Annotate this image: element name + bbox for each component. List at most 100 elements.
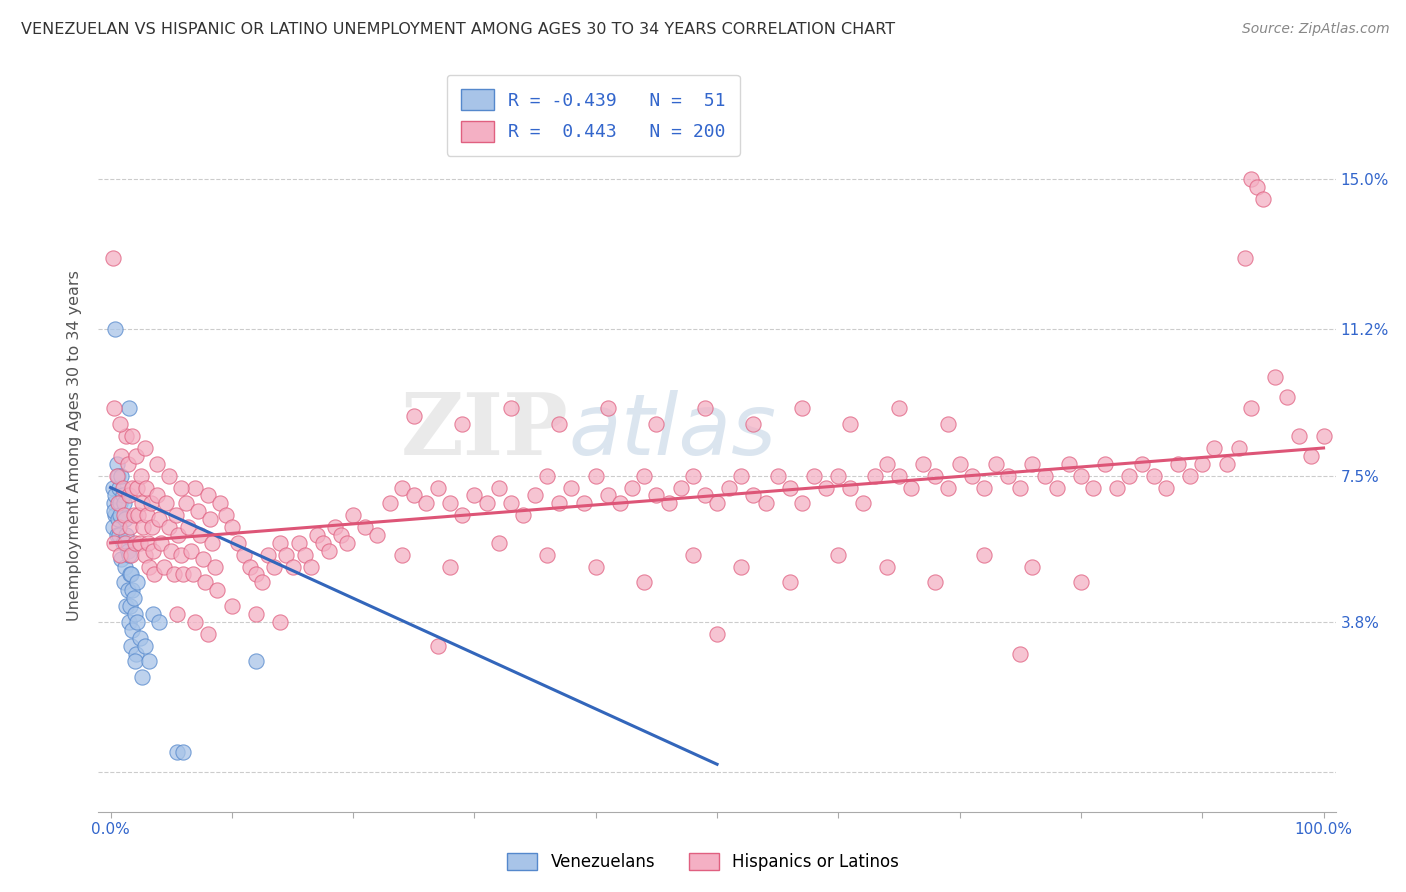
Point xyxy=(221,520,243,534)
Point xyxy=(887,468,910,483)
Point xyxy=(572,496,595,510)
Point xyxy=(488,481,510,495)
Point xyxy=(402,409,425,424)
Point xyxy=(693,488,716,502)
Point xyxy=(633,575,655,590)
Point xyxy=(112,508,135,523)
Point xyxy=(111,488,134,502)
Point xyxy=(103,401,125,416)
Point xyxy=(132,520,155,534)
Point xyxy=(1312,429,1334,443)
Point xyxy=(693,401,716,416)
Point xyxy=(839,481,862,495)
Point xyxy=(118,488,141,502)
Point xyxy=(118,520,141,534)
Point xyxy=(548,417,571,432)
Point xyxy=(560,481,582,495)
Point xyxy=(276,548,298,562)
Point xyxy=(657,496,679,510)
Point xyxy=(107,468,129,483)
Point xyxy=(194,575,217,590)
Point xyxy=(110,496,132,510)
Point xyxy=(1227,441,1250,455)
Point xyxy=(120,639,142,653)
Point xyxy=(136,508,159,523)
Point xyxy=(451,417,474,432)
Point xyxy=(204,559,226,574)
Point xyxy=(263,559,285,574)
Point xyxy=(402,488,425,502)
Point xyxy=(294,548,316,562)
Point xyxy=(475,496,498,510)
Point xyxy=(621,481,644,495)
Point xyxy=(1251,192,1274,206)
Point xyxy=(1010,481,1032,495)
Point xyxy=(1275,390,1298,404)
Point xyxy=(1264,369,1286,384)
Point xyxy=(876,457,898,471)
Point xyxy=(609,496,631,510)
Point xyxy=(131,670,153,684)
Point xyxy=(120,567,142,582)
Point xyxy=(342,508,364,523)
Point xyxy=(633,468,655,483)
Point xyxy=(125,647,148,661)
Point xyxy=(121,481,143,495)
Point xyxy=(1191,457,1213,471)
Point xyxy=(124,607,146,621)
Point xyxy=(645,488,668,502)
Point xyxy=(110,551,132,566)
Point xyxy=(645,417,668,432)
Point xyxy=(924,575,946,590)
Point xyxy=(706,627,728,641)
Point xyxy=(463,488,485,502)
Point xyxy=(148,512,170,526)
Point xyxy=(138,559,160,574)
Point xyxy=(973,548,995,562)
Point xyxy=(118,401,141,416)
Point xyxy=(755,496,778,510)
Point xyxy=(115,528,138,542)
Point xyxy=(122,591,145,606)
Point xyxy=(148,615,170,629)
Point xyxy=(876,559,898,574)
Point xyxy=(143,567,166,582)
Point xyxy=(669,481,692,495)
Text: VENEZUELAN VS HISPANIC OR LATINO UNEMPLOYMENT AMONG AGES 30 TO 34 YEARS CORRELAT: VENEZUELAN VS HISPANIC OR LATINO UNEMPLO… xyxy=(21,22,896,37)
Point xyxy=(318,543,340,558)
Point xyxy=(323,520,346,534)
Point xyxy=(162,567,184,582)
Point xyxy=(827,548,849,562)
Point xyxy=(973,481,995,495)
Point xyxy=(1288,429,1310,443)
Point xyxy=(134,548,156,562)
Point xyxy=(181,567,204,582)
Point xyxy=(536,468,558,483)
Point xyxy=(121,429,143,443)
Point xyxy=(104,322,127,336)
Text: ZIP: ZIP xyxy=(401,390,568,474)
Point xyxy=(742,488,765,502)
Point xyxy=(105,468,128,483)
Point xyxy=(427,639,450,653)
Point xyxy=(391,481,413,495)
Point xyxy=(803,468,825,483)
Point xyxy=(115,429,138,443)
Point xyxy=(128,631,150,645)
Point xyxy=(103,536,125,550)
Point xyxy=(997,468,1019,483)
Text: Source: ZipAtlas.com: Source: ZipAtlas.com xyxy=(1241,22,1389,37)
Point xyxy=(184,481,207,495)
Point xyxy=(287,536,309,550)
Point xyxy=(198,512,221,526)
Point xyxy=(127,615,149,629)
Point xyxy=(135,481,157,495)
Point xyxy=(336,536,359,550)
Point xyxy=(174,496,197,510)
Point xyxy=(172,567,194,582)
Point xyxy=(117,457,139,471)
Point xyxy=(887,401,910,416)
Point xyxy=(141,520,163,534)
Point xyxy=(312,536,335,550)
Point xyxy=(138,655,160,669)
